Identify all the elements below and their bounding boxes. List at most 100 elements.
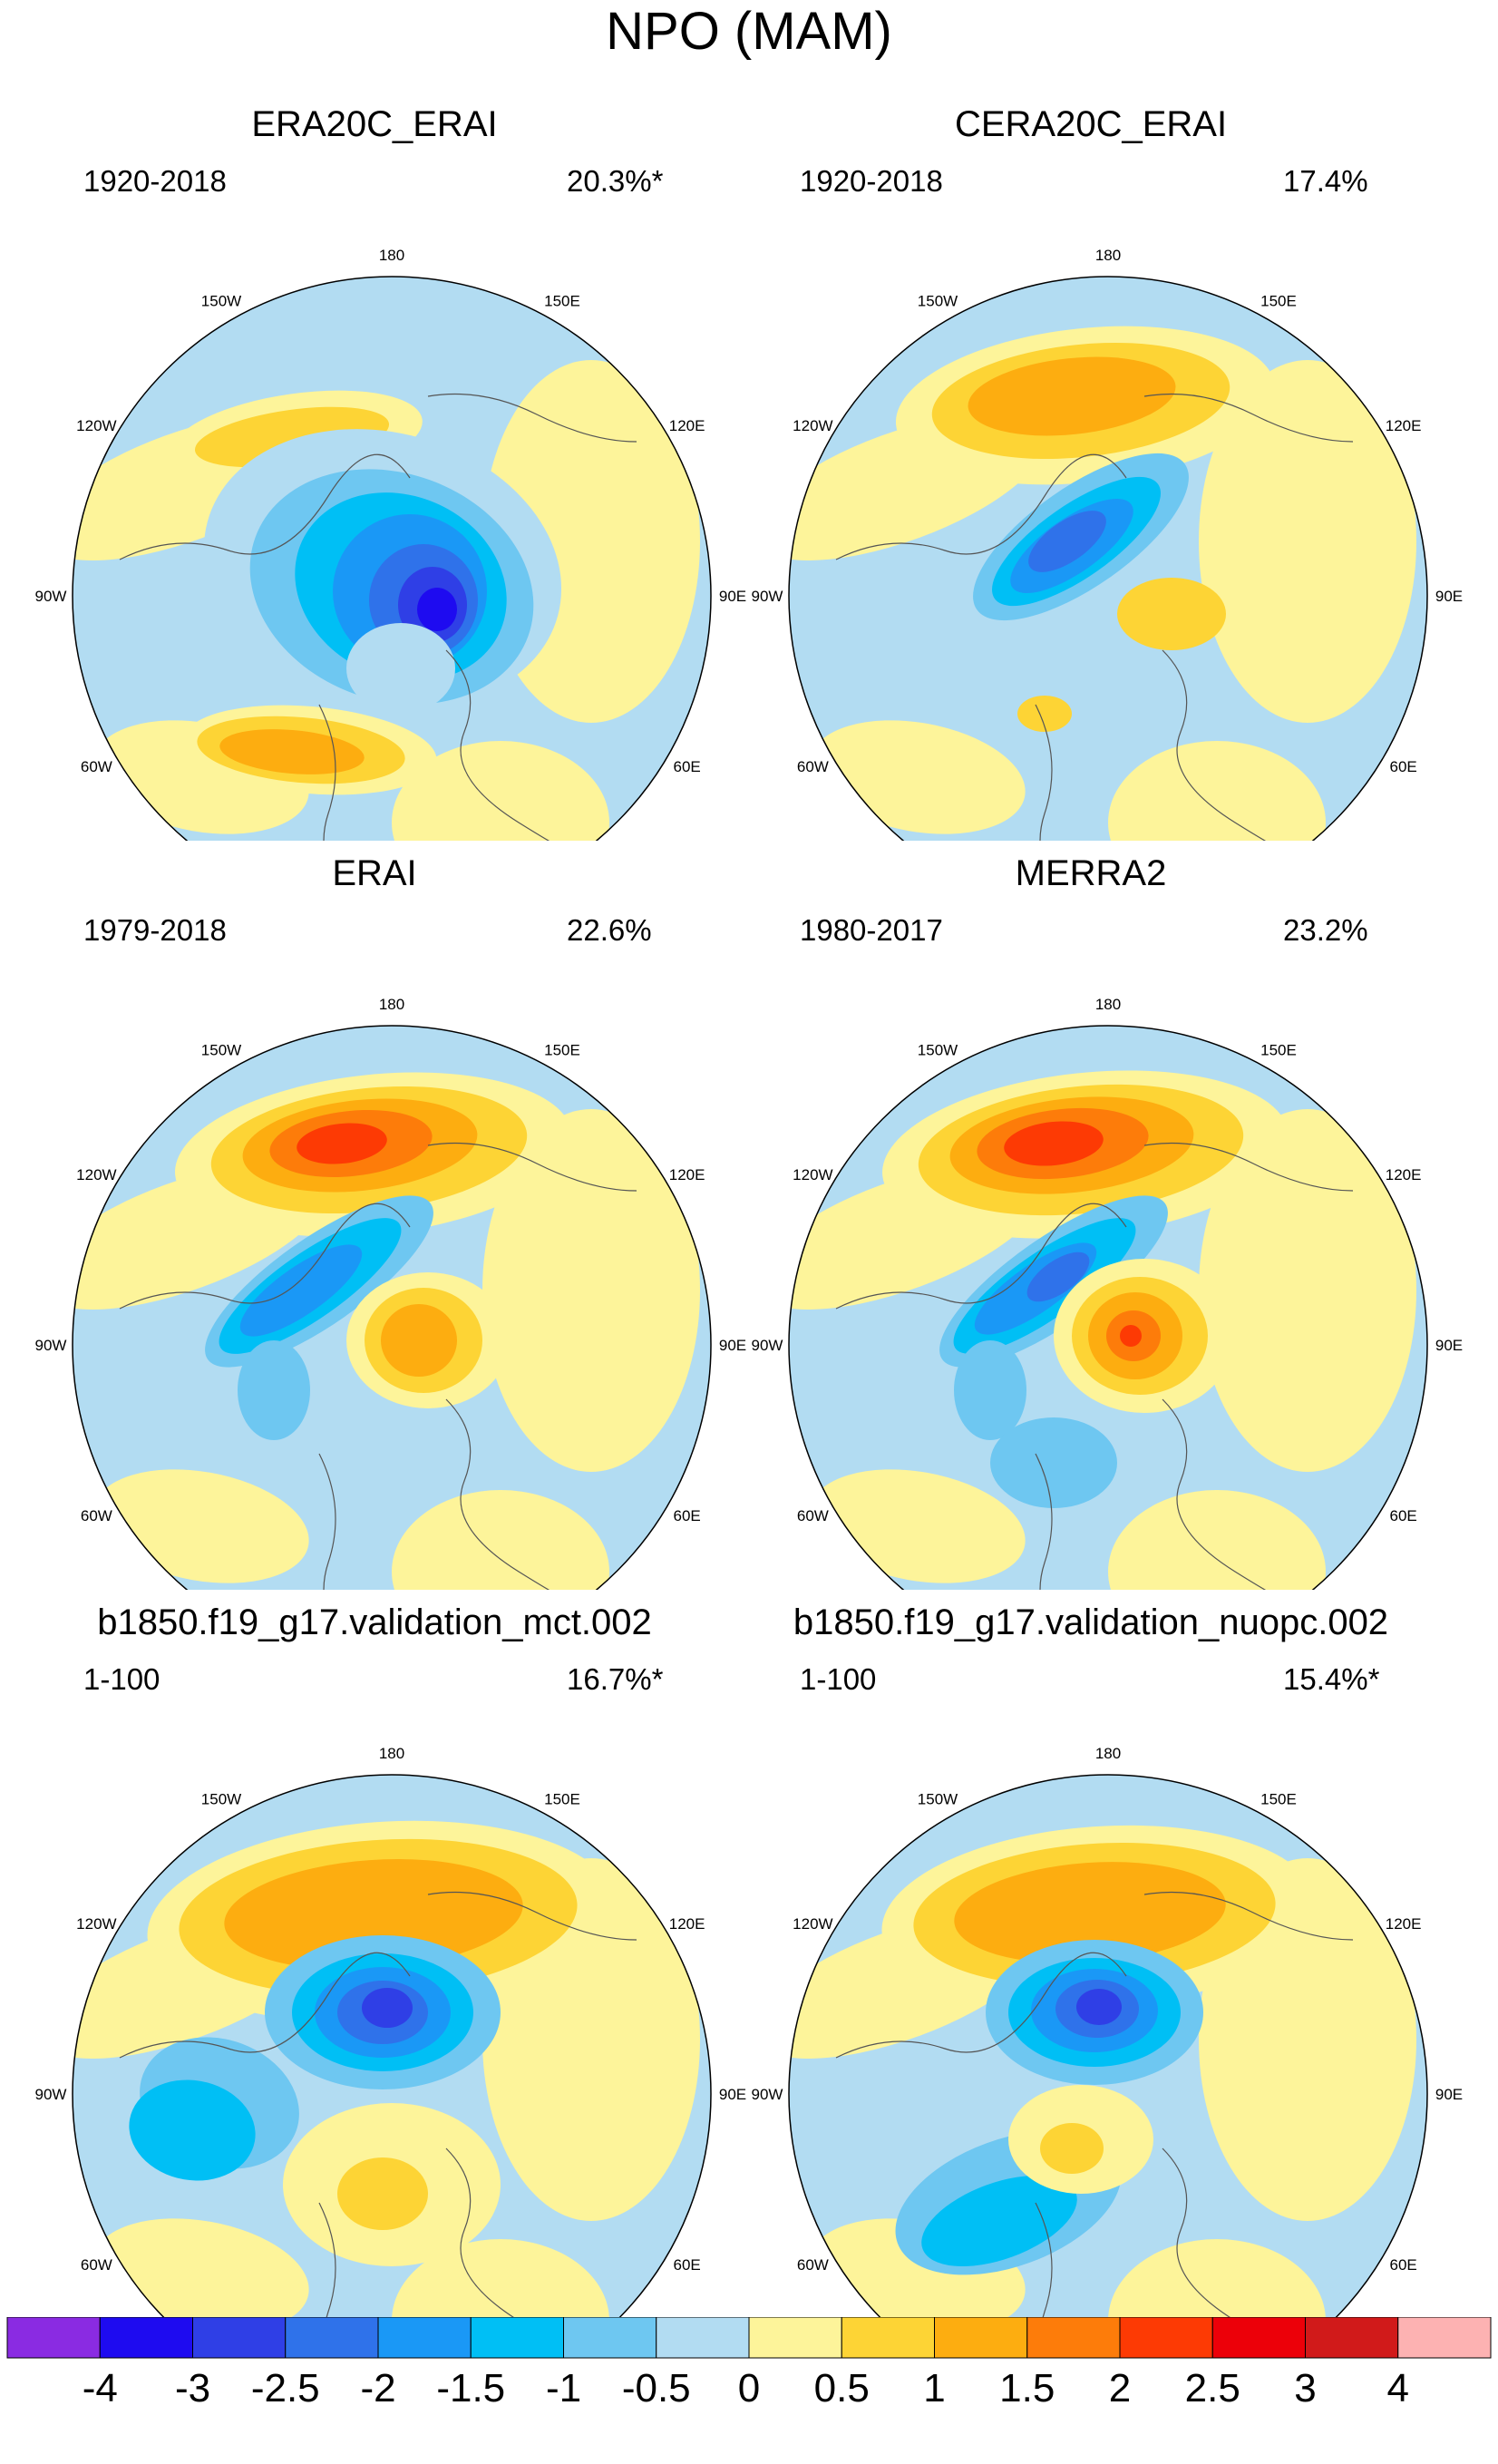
- longitude-label: 120E: [1386, 1166, 1422, 1183]
- panel-title: MERRA2: [1015, 853, 1167, 893]
- colorbar-tick-label: -0.5: [622, 2366, 691, 2410]
- colorbar-swatch: [563, 2317, 657, 2359]
- longitude-label: 150W: [918, 292, 958, 309]
- longitude-label: 90E: [719, 2086, 746, 2103]
- longitude-label: 180: [1095, 247, 1121, 264]
- colorbar-swatch: [1305, 2317, 1399, 2359]
- longitude-label: 120E: [669, 417, 705, 434]
- anomaly-contour: [990, 1417, 1117, 1508]
- longitude-label: 150E: [1260, 1790, 1297, 1807]
- anomaly-contour: [337, 2157, 428, 2230]
- longitude-label: 60E: [1390, 1507, 1417, 1524]
- anomaly-contour: [1120, 1325, 1142, 1347]
- longitude-label: 90E: [1435, 1337, 1463, 1354]
- longitude-label: 150W: [918, 1041, 958, 1058]
- colorbar-tick-label: 0.5: [814, 2366, 870, 2410]
- coastline: [835, 1142, 1354, 1590]
- longitude-label: 90W: [35, 588, 67, 605]
- polar-map: 180150W150E120W120E90W90E60W60E30W30E0: [752, 1745, 1463, 2339]
- panel-title: ERAI: [332, 853, 417, 893]
- period-label: 1979-2018: [83, 913, 227, 947]
- longitude-label: 180: [1095, 996, 1121, 1013]
- longitude-label: 150W: [201, 1790, 241, 1807]
- longitude-label: 60W: [797, 1507, 829, 1524]
- longitude-label: 120W: [76, 1915, 116, 1933]
- anomaly-contour: [954, 1340, 1026, 1440]
- figure-title: NPO (MAM): [606, 2, 892, 61]
- longitude-label: 90W: [752, 1337, 783, 1354]
- colorbar-tick-label: -4: [83, 2366, 118, 2410]
- longitude-label: 120E: [1386, 1915, 1422, 1933]
- longitude-label: 60W: [797, 2256, 829, 2274]
- longitude-label: 60E: [674, 2256, 701, 2274]
- colorbar-tick-label: 2: [1109, 2366, 1131, 2410]
- map-boundary: [72, 1774, 712, 2339]
- longitude-label: 180: [379, 247, 404, 264]
- panel-title: b1850.f19_g17.validation_mct.002: [97, 1602, 652, 1642]
- longitude-label: 150W: [201, 292, 241, 309]
- longitude-label: 60W: [81, 1507, 112, 1524]
- map-boundary: [788, 1025, 1428, 1590]
- anomaly-contour: [1040, 2123, 1104, 2174]
- colorbar-swatch: [934, 2317, 1028, 2359]
- polar-map: 180150W150E120W120E90W90E60W60E30W30E0: [752, 996, 1463, 1590]
- colorbar-swatch: [841, 2317, 935, 2359]
- longitude-label: 180: [379, 1745, 404, 1762]
- panel-cera20c-erai: CERA20C_ERAI 1920-2018 17.4% 180 150W 150E…: [716, 102, 1465, 845]
- period-label: 1920-2018: [83, 164, 227, 198]
- variance-label: 15.4%*: [1283, 1662, 1380, 1696]
- longitude-label: 150E: [544, 1041, 580, 1058]
- variance-label: 22.6%: [567, 913, 652, 947]
- anomaly-contour: [219, 729, 365, 774]
- anomaly-contour: [1004, 1121, 1104, 1166]
- colorbar-tick-label: 1.5: [999, 2366, 1055, 2410]
- longitude-label: 90W: [752, 2086, 783, 2103]
- anomaly-contour: [224, 1859, 523, 1970]
- longitude-label: 120E: [669, 1166, 705, 1183]
- panel-nuopc: b1850.f19_g17.validation_nuopc.002 1-100…: [716, 1600, 1465, 2343]
- anomaly-contour: [1028, 511, 1106, 572]
- anomaly-contour: [239, 1244, 363, 1337]
- colorbar-swatch: [377, 2317, 472, 2359]
- colorbar-swatch: [99, 2317, 193, 2359]
- colorbar-tick-label: -2.5: [251, 2366, 320, 2410]
- colorbar-swatch: [6, 2317, 101, 2359]
- longitude-label: 90E: [719, 1337, 746, 1354]
- colorbar-tick-label: 2.5: [1185, 2366, 1240, 2410]
- polar-map: 180150W150E120W120E90W90E60W60E30W30E0: [35, 996, 746, 1590]
- panel-title: b1850.f19_g17.validation_nuopc.002: [793, 1602, 1389, 1642]
- anomaly-contour: [392, 741, 609, 841]
- panel-title: ERA20C_ERAI: [251, 104, 498, 144]
- longitude-label: 120W: [793, 417, 832, 434]
- colorbar-swatch: [1211, 2317, 1306, 2359]
- period-label: 1-100: [800, 1662, 877, 1696]
- longitude-label: 90E: [1435, 2086, 1463, 2103]
- panel-merra2: MERRA2 1980-2017 23.2% 180 150W 150E 120W 12…: [716, 851, 1465, 1594]
- longitude-label: 120W: [76, 417, 116, 434]
- anomaly-contour: [381, 1304, 457, 1377]
- colorbar-tick-label: 3: [1294, 2366, 1316, 2410]
- longitude-label: 180: [1095, 1745, 1121, 1762]
- longitude-label: 180: [379, 996, 404, 1013]
- colorbar-tick-label: -3: [175, 2366, 210, 2410]
- longitude-label: 150E: [544, 292, 580, 309]
- longitude-label: 150E: [1260, 1041, 1297, 1058]
- colorbar-swatch: [656, 2317, 750, 2359]
- map-boundary: [72, 1025, 712, 1590]
- coastline: [835, 393, 1354, 841]
- period-label: 1-100: [83, 1662, 160, 1696]
- map-boundary: [788, 276, 1428, 841]
- anomaly-contour: [954, 1862, 1226, 1963]
- anomaly-contour: [346, 623, 455, 714]
- polar-map: 180150W150E120W120E90W90E60W60E30W30E0: [35, 1745, 746, 2339]
- longitude-label: 60E: [674, 758, 701, 775]
- longitude-label: 120W: [793, 1166, 832, 1183]
- anomaly-contour: [129, 2079, 256, 2181]
- longitude-label: 90W: [35, 2086, 67, 2103]
- colorbar-tick-label: 1: [923, 2366, 945, 2410]
- anomaly-contour: [1076, 1989, 1122, 2025]
- anomaly-contour: [297, 1123, 387, 1164]
- anomaly-contour: [1017, 696, 1072, 732]
- anomaly-contour: [921, 2175, 1077, 2267]
- longitude-label: 120E: [1386, 417, 1422, 434]
